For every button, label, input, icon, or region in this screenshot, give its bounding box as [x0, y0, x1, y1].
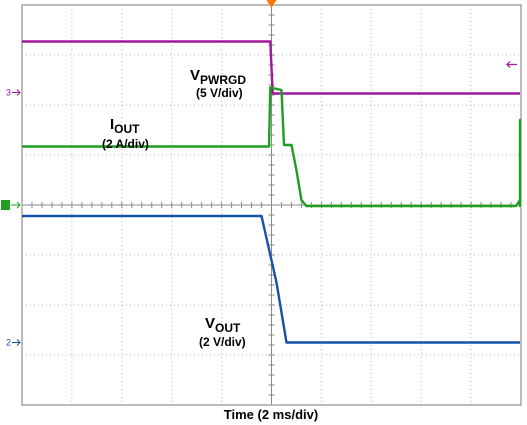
vpwrgd-marker-arrow-icon — [12, 89, 21, 96]
iout-trace — [22, 86, 522, 208]
iout-marker-box — [1, 200, 10, 210]
vout-marker-label: 2 — [6, 338, 11, 348]
vpwrgd-marker-label: 3 — [6, 88, 11, 98]
vout-label-main: V — [205, 315, 215, 332]
trigger-marker-icon — [266, 0, 277, 8]
vpwrgd-label-sub: PWRGD — [200, 73, 246, 87]
iout-label: IOUT — [110, 116, 140, 136]
vout-label: VOUT — [205, 315, 241, 335]
vout-trace — [22, 214, 520, 344]
vpwrgd-trace — [22, 40, 520, 95]
vout-marker-arrow-icon — [12, 339, 21, 346]
trace-layer — [22, 40, 522, 344]
iout-label-sub: OUT — [114, 122, 140, 136]
vout-marker: 2 — [6, 338, 21, 348]
vpwrgd-right-arrow-icon — [506, 61, 517, 68]
iout-scale: (2 A/div) — [102, 137, 149, 151]
vpwrgd-label-main: V — [190, 67, 200, 84]
vout-scale: (2 V/div) — [199, 335, 246, 349]
x-axis-label: Time (2 ms/div) — [224, 407, 318, 422]
vpwrgd-marker: 3 — [6, 88, 21, 98]
vout-label-sub: OUT — [215, 321, 241, 335]
vpwrgd-label: VPWRGD — [190, 67, 246, 87]
channel-markers: 32 — [1, 61, 517, 348]
iout-marker — [1, 200, 21, 210]
vpwrgd-scale: (5 V/div) — [196, 86, 243, 100]
iout-label-main: I — [110, 116, 114, 133]
iout-marker-arrow-icon — [11, 201, 21, 209]
